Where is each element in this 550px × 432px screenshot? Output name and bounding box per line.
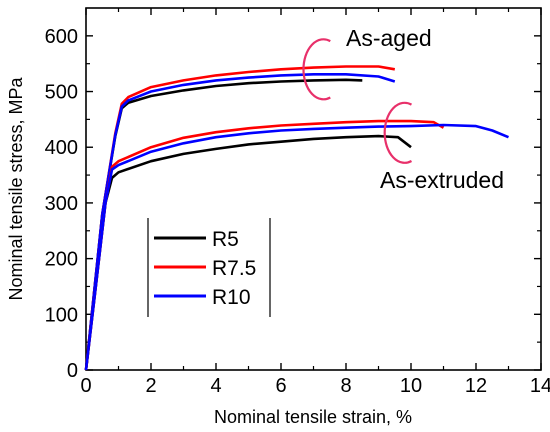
y-tick-label: 600 [45, 26, 78, 48]
x-tick-label: 14 [530, 375, 550, 397]
y-axis-title: Nominal tensile stress, MPa [6, 76, 26, 300]
x-axis: 0 2 4 6 8 10 12 14 [80, 8, 550, 397]
x-tick-label: 10 [400, 375, 422, 397]
series-line-as-extruded-r10 [84, 123, 509, 371]
legend-label-r7-5: R7.5 [212, 257, 256, 280]
y-tick-label: 200 [45, 249, 78, 271]
y-tick-label: 100 [45, 304, 78, 326]
series-layer [84, 65, 509, 371]
x-tick-label: 6 [275, 375, 286, 397]
x-tick-label: 4 [210, 375, 221, 397]
x-tick-label: 8 [340, 375, 351, 397]
y-tick-label: 300 [45, 193, 78, 215]
y-axis: 0 100 200 300 400 500 600 [45, 26, 541, 382]
marker-layer [302, 38, 413, 164]
y-tick-label: 0 [67, 360, 78, 382]
series-line-as-aged-r10 [84, 73, 396, 371]
highlight-arc-1 [302, 38, 331, 101]
x-tick-label: 0 [80, 375, 91, 397]
y-tick-label: 500 [45, 82, 78, 104]
x-tick-label: 2 [145, 375, 156, 397]
annotation-as-extruded: As-extruded [380, 167, 504, 193]
x-axis-title: Nominal tensile strain, % [214, 407, 412, 427]
x-tick-label: 12 [465, 375, 487, 397]
legend-label-r10: R10 [212, 286, 251, 309]
legend-label-r5: R5 [212, 228, 239, 251]
y-tick-label: 400 [45, 137, 78, 159]
legend: R5 R7.5 R10 [147, 218, 271, 317]
annotation-as-aged: As-aged [346, 25, 432, 51]
highlight-arc-2 [383, 101, 413, 164]
